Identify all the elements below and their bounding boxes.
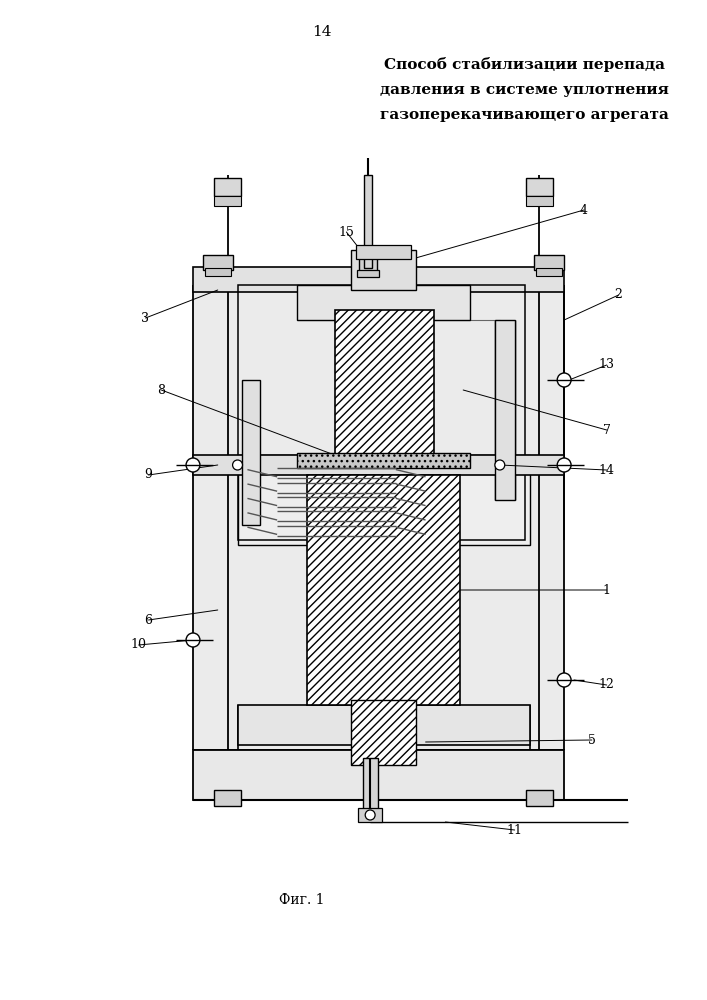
Circle shape — [557, 373, 571, 387]
Bar — [363, 758, 378, 810]
Bar — [205, 268, 230, 276]
Bar — [525, 196, 554, 206]
Bar — [238, 705, 530, 745]
Bar — [357, 270, 379, 277]
Text: 8: 8 — [158, 383, 165, 396]
Bar — [214, 196, 242, 206]
Bar — [534, 255, 564, 270]
Bar — [351, 700, 416, 765]
Text: давления в системе уплотнения: давления в системе уплотнения — [380, 83, 669, 97]
Circle shape — [186, 458, 200, 472]
Text: 10: 10 — [131, 639, 146, 652]
Bar — [214, 178, 242, 196]
Text: газоперекачивающего агрегата: газоперекачивающего агрегата — [380, 108, 669, 122]
Text: 11: 11 — [507, 824, 522, 836]
Bar — [431, 455, 530, 545]
Circle shape — [495, 460, 505, 470]
Text: 1: 1 — [602, 584, 611, 596]
Circle shape — [557, 458, 571, 472]
Bar — [193, 540, 564, 750]
Bar — [351, 250, 416, 290]
Circle shape — [557, 673, 571, 687]
Bar — [364, 175, 372, 268]
Circle shape — [366, 810, 375, 820]
Bar — [525, 178, 554, 196]
Text: 3: 3 — [141, 312, 149, 324]
Circle shape — [186, 633, 200, 647]
Text: 2: 2 — [614, 288, 623, 302]
Bar — [358, 808, 382, 822]
Bar — [193, 750, 564, 800]
Bar — [214, 790, 242, 806]
Text: 4: 4 — [580, 204, 588, 217]
Bar — [297, 285, 470, 320]
Bar — [193, 267, 564, 292]
Text: 9: 9 — [144, 468, 153, 482]
Circle shape — [233, 460, 243, 470]
Bar — [238, 455, 337, 545]
Bar — [307, 475, 460, 705]
Bar — [193, 750, 564, 800]
Bar — [525, 790, 554, 806]
Bar — [243, 380, 260, 525]
Text: 6: 6 — [144, 613, 153, 626]
Text: 13: 13 — [599, 359, 614, 371]
Bar — [334, 310, 433, 455]
Text: Фиг. 1: Фиг. 1 — [279, 893, 325, 907]
Bar — [356, 245, 411, 259]
Bar — [297, 453, 470, 468]
Bar — [193, 455, 564, 475]
Text: 7: 7 — [603, 424, 611, 436]
Bar — [203, 255, 233, 270]
Text: 15: 15 — [339, 226, 354, 238]
Text: 14: 14 — [599, 464, 614, 477]
Text: 5: 5 — [588, 734, 596, 746]
Bar — [359, 258, 377, 272]
Bar — [238, 285, 525, 540]
Text: 14: 14 — [312, 25, 332, 39]
Bar — [193, 285, 564, 540]
Text: Способ стабилизации перепада: Способ стабилизации перепада — [384, 57, 665, 73]
Text: 12: 12 — [599, 678, 614, 692]
Bar — [495, 320, 515, 500]
Bar — [537, 268, 562, 276]
